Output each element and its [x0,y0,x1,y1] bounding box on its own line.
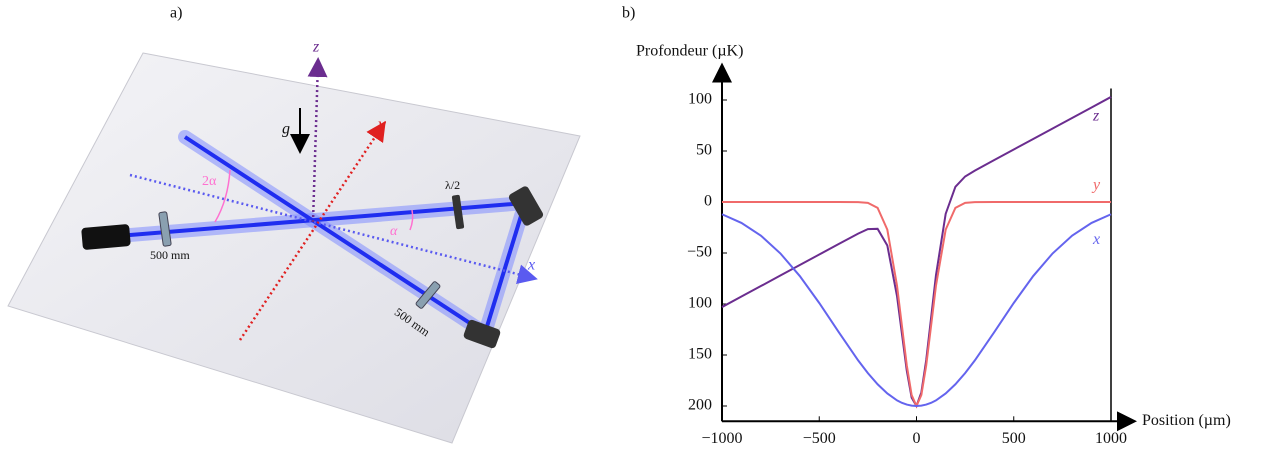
angle-arc [409,209,414,231]
y-tick-label: 50 [696,142,712,159]
optic-label: λ/2 [445,178,460,192]
mirror [508,186,544,226]
table-plate [7,52,581,444]
x-tick-label: −500 [803,430,836,447]
panel-a: a) z y x g 2α α λ/2 500 mm 500 mm [7,5,581,444]
panel-label: a) [170,5,182,22]
panel-b: b)Profondeur (µK)Position (µm)100500−501… [622,5,1231,447]
y-tick-label: 0 [704,193,712,210]
y-tick-label: 100 [688,91,712,108]
panel-label: b) [622,5,635,22]
x-axis-label: Position (µm) [1142,412,1231,429]
y-axis [238,120,386,341]
series-label: z [1092,108,1100,125]
z-axis [307,57,328,223]
y-axis-label: Profondeur (µK) [636,43,743,60]
y-tick-label: 200 [688,397,712,414]
mirror [463,319,501,349]
series-label: x [1092,231,1100,248]
y-tick-label: −50 [687,244,712,261]
waveplate [451,194,465,230]
series-label: y [1091,177,1101,194]
laser [81,224,131,250]
series-line [722,201,1111,409]
angle-label: 2α [202,174,217,189]
optic-label: 500 mm [150,248,190,262]
y-tick-label: 100 [688,295,712,312]
lens [415,281,441,309]
x-tick-label: 0 [913,430,921,447]
x-tick-label: −1000 [701,430,742,447]
x-tick-label: 500 [1002,430,1026,447]
series-line [721,213,1112,408]
angle-arc [214,169,231,223]
axis-label: z [312,39,320,56]
x-axis [129,173,538,284]
y-tick-label: 150 [688,346,712,363]
series-line [721,96,1112,409]
angle-label: α [390,224,398,239]
gravity-label: g [282,121,290,138]
lens [158,211,172,247]
x-tick-label: 1000 [1095,430,1127,447]
axis-label: y [376,114,386,134]
axis-label: x [527,257,535,274]
